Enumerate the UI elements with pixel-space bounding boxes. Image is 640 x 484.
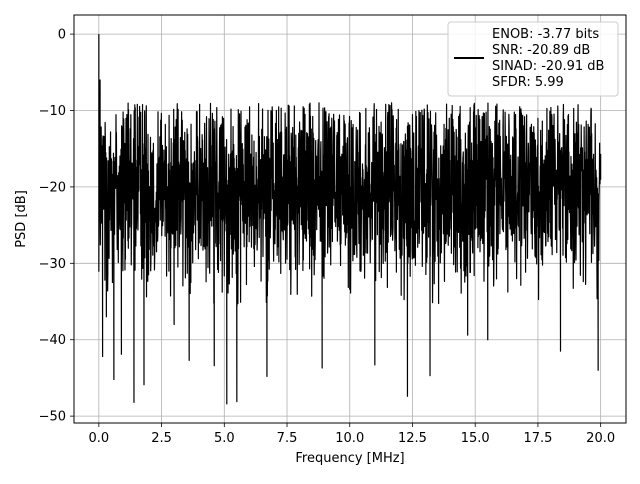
y-tick-label: 0 xyxy=(58,28,66,43)
x-tick-label: 2.5 xyxy=(151,431,172,446)
legend-sinad: SINAD: -20.91 dB xyxy=(492,59,604,74)
y-tick-label: −10 xyxy=(39,104,66,119)
x-axis-label: Frequency [MHz] xyxy=(295,451,404,466)
legend-snr: SNR: -20.89 dB xyxy=(492,43,590,58)
axis-ticks: 0.0 2.5 5.0 7.5 10.0 12.5 15.0 17.5 20.0 0 −10 −20 −… xyxy=(39,28,616,446)
x-tick-label: 7.5 xyxy=(277,431,298,446)
y-axis-label: PSD [dB] xyxy=(14,190,29,248)
legend: ENOB: -3.77 bits SNR: -20.89 dB SINAD: -… xyxy=(447,21,619,97)
psd-trace xyxy=(98,34,602,405)
x-tick-label: 0.0 xyxy=(88,431,109,446)
x-tick-label: 15.0 xyxy=(461,431,490,446)
psd-series-line xyxy=(98,34,602,405)
x-tick-label: 17.5 xyxy=(523,431,552,446)
y-tick-label: −20 xyxy=(39,180,66,195)
y-tick-label: −30 xyxy=(39,257,66,272)
x-tick-label: 10.0 xyxy=(335,431,364,446)
legend-box xyxy=(447,21,619,97)
y-tick-label: −40 xyxy=(39,333,66,348)
x-tick-label: 20.0 xyxy=(586,431,615,446)
y-tick-label: −50 xyxy=(39,410,66,425)
legend-sfdr: SFDR: 5.99 xyxy=(492,75,564,90)
x-tick-label: 5.0 xyxy=(214,431,235,446)
legend-enob: ENOB: -3.77 bits xyxy=(492,27,599,42)
x-tick-label: 12.5 xyxy=(398,431,427,446)
